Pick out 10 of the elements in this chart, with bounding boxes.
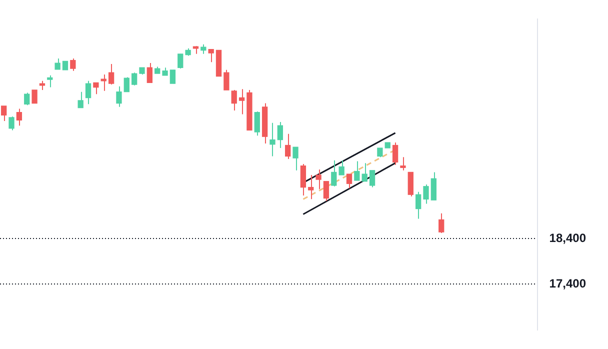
- y-tick-label: 17,400: [549, 276, 586, 290]
- candlestick: [32, 90, 38, 104]
- candlestick: [338, 160, 344, 176]
- candlestick: [316, 168, 322, 190]
- candlestick: [377, 148, 383, 158]
- candlestick: [62, 60, 68, 70]
- y-tick-label: 18,400: [549, 230, 586, 245]
- candlestick: [216, 50, 222, 77]
- candlestick: [54, 58, 60, 70]
- candlestick: [384, 142, 390, 148]
